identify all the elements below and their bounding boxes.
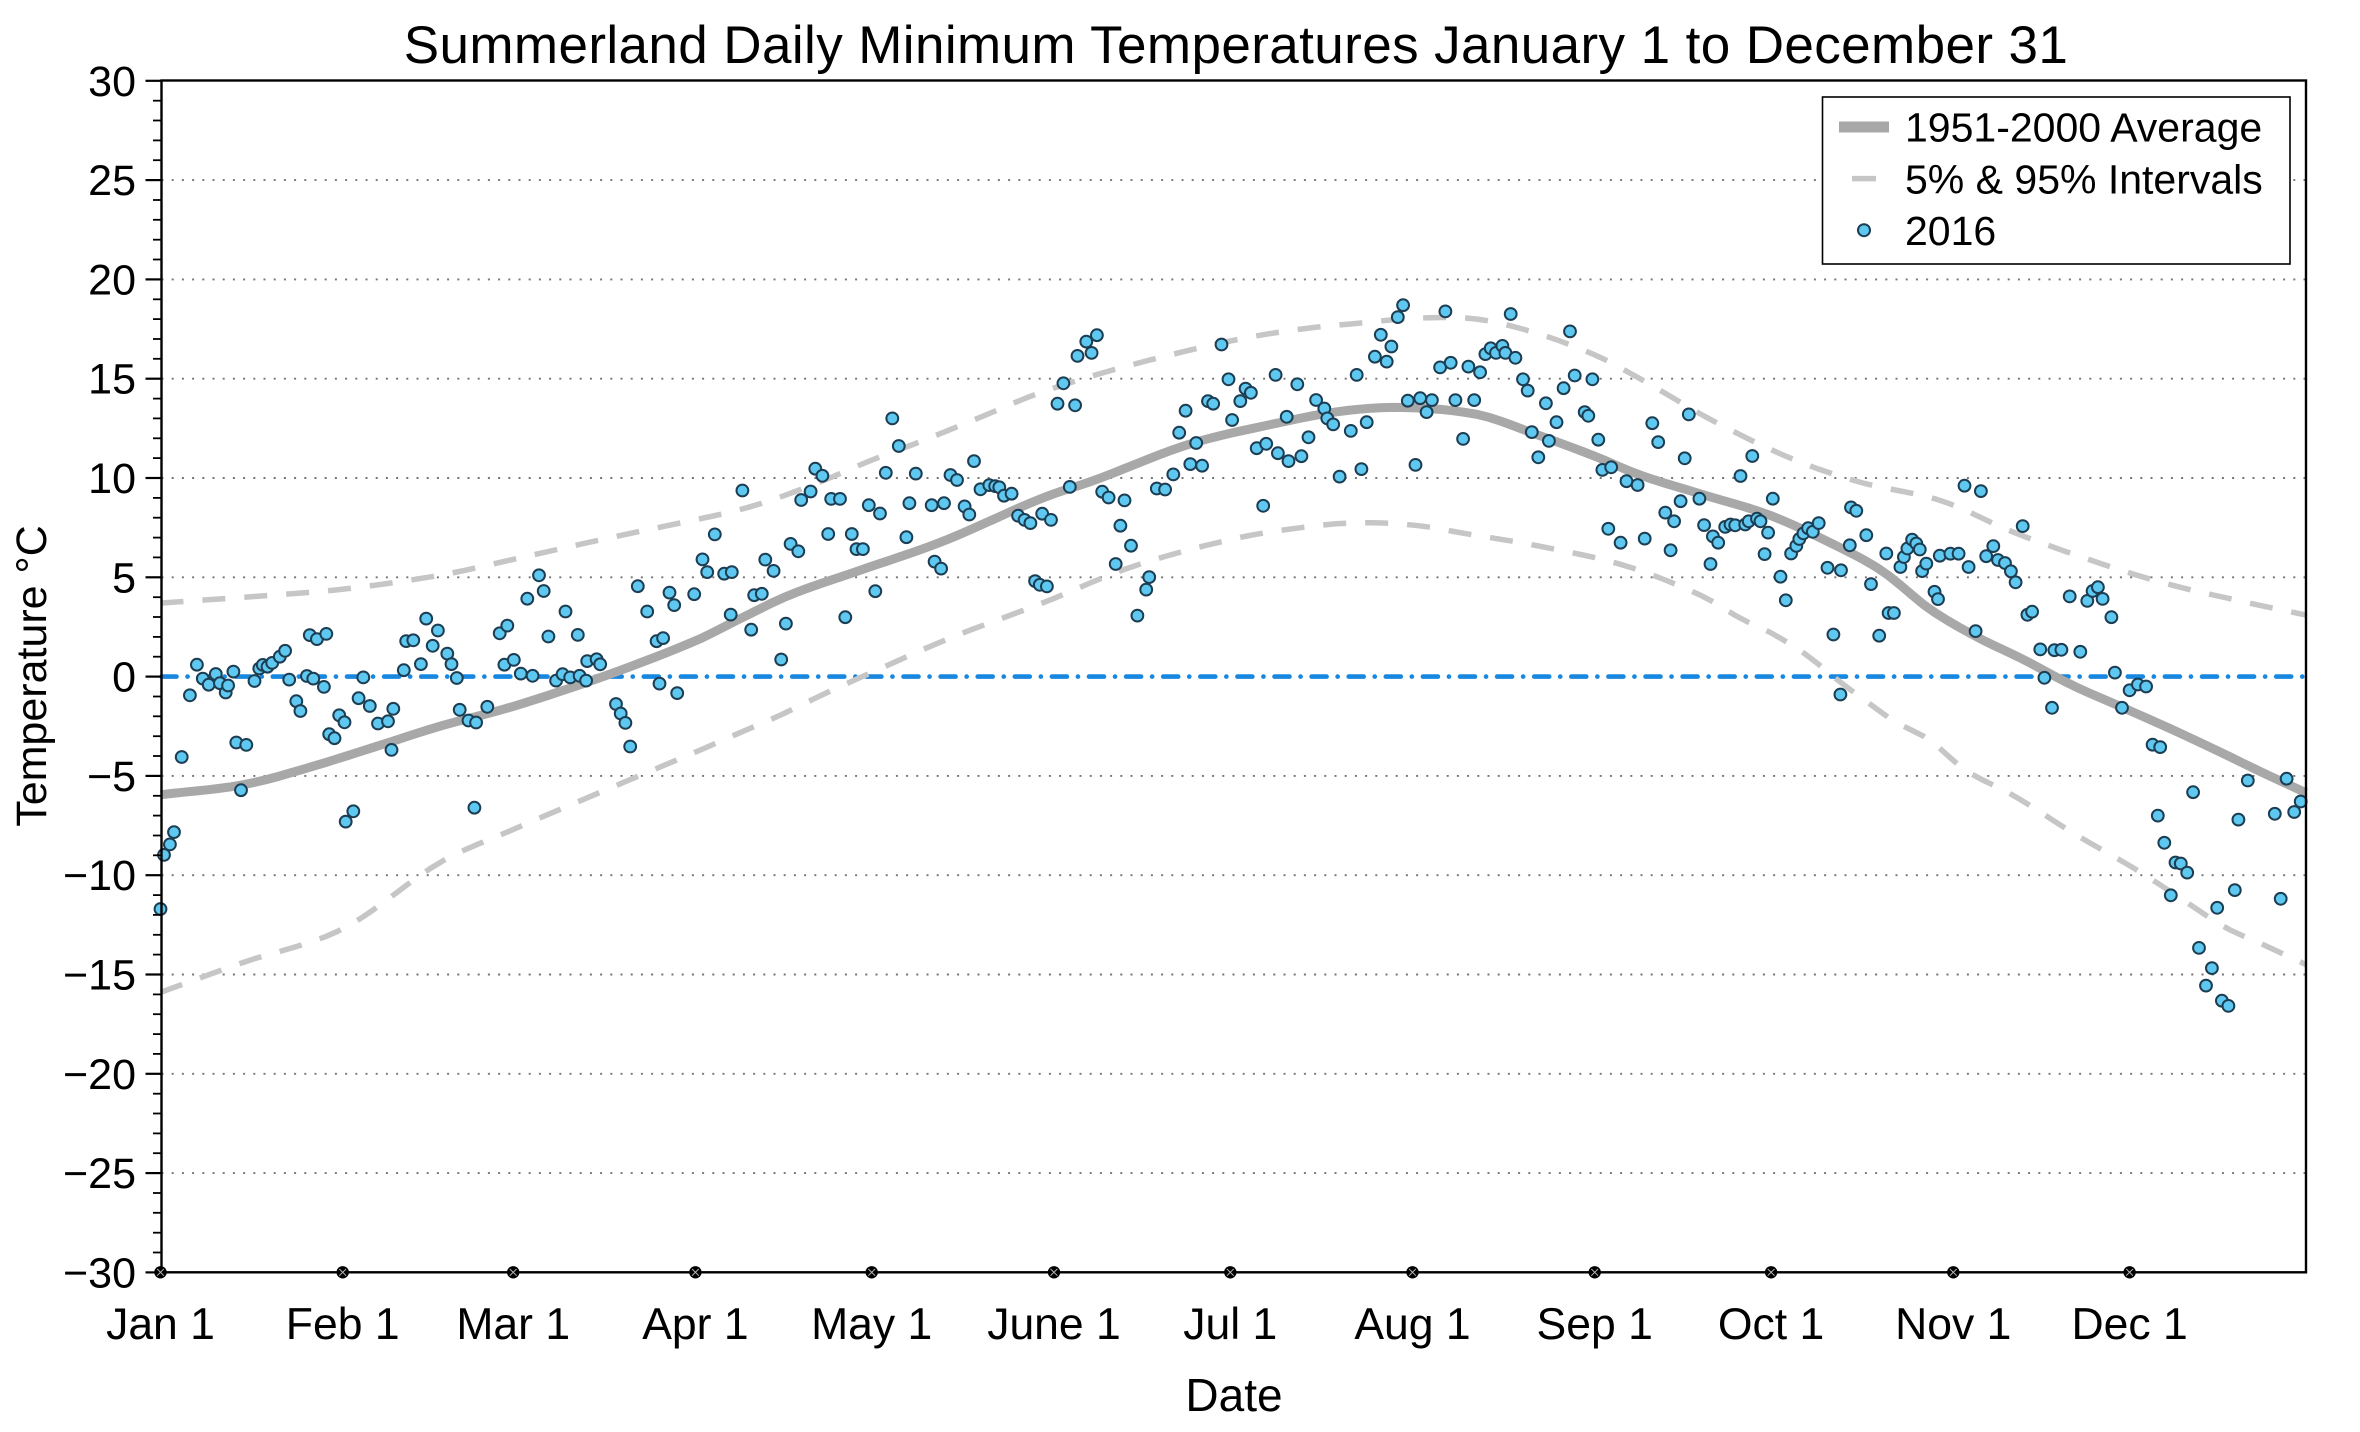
svg-text:Feb 1: Feb 1	[286, 1300, 400, 1349]
svg-text:Sep 1: Sep 1	[1537, 1300, 1653, 1349]
svg-text:Mar 1: Mar 1	[456, 1300, 570, 1349]
svg-text:Date: Date	[1185, 1369, 1282, 1421]
svg-text:5: 5	[112, 554, 136, 602]
svg-text:15: 15	[88, 356, 136, 404]
svg-text:Apr 1: Apr 1	[642, 1300, 748, 1349]
svg-text:2016: 2016	[1905, 208, 1996, 254]
svg-text:20: 20	[88, 256, 136, 304]
svg-text:5% & 95% Intervals: 5% & 95% Intervals	[1905, 156, 2263, 202]
svg-text:Temperature °C: Temperature °C	[8, 525, 56, 827]
svg-text:10: 10	[88, 455, 136, 503]
svg-text:June 1: June 1	[987, 1300, 1121, 1349]
svg-text:Dec 1: Dec 1	[2071, 1300, 2187, 1349]
svg-text:−10: −10	[63, 852, 136, 900]
svg-text:Oct 1: Oct 1	[1718, 1300, 1824, 1349]
svg-text:Aug 1: Aug 1	[1354, 1300, 1470, 1349]
svg-text:−5: −5	[87, 753, 136, 801]
svg-text:1951-2000 Average: 1951-2000 Average	[1905, 105, 2262, 151]
svg-text:25: 25	[88, 157, 136, 205]
svg-text:30: 30	[88, 58, 136, 106]
svg-text:−30: −30	[63, 1249, 136, 1297]
svg-text:−15: −15	[63, 952, 136, 1000]
svg-text:Jan 1: Jan 1	[106, 1300, 215, 1349]
svg-text:Nov 1: Nov 1	[1895, 1300, 2011, 1349]
svg-text:−25: −25	[63, 1150, 136, 1198]
svg-text:Jul 1: Jul 1	[1183, 1300, 1277, 1349]
svg-text:0: 0	[112, 654, 136, 702]
svg-text:May 1: May 1	[811, 1300, 932, 1349]
svg-text:−20: −20	[63, 1051, 136, 1099]
svg-text:Summerland Daily Minimum Tempe: Summerland Daily Minimum Temperatures Ja…	[404, 16, 2069, 75]
